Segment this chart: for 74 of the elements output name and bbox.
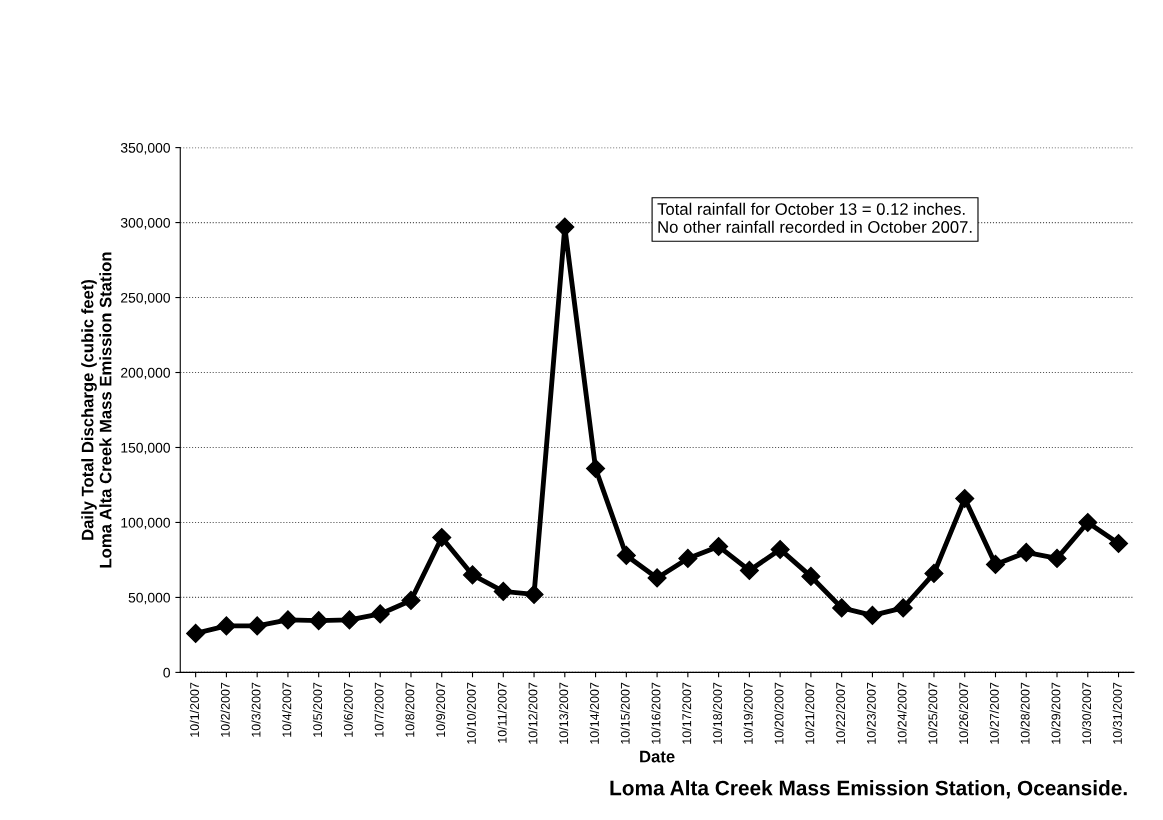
y-tick-label: 350,000: [120, 142, 170, 155]
x-tick-label: 10/13/2007: [558, 682, 569, 744]
x-tick-label: 10/12/2007: [528, 682, 538, 744]
point: [247, 616, 267, 636]
x-tick-label: 10/2/2007: [220, 682, 230, 737]
x-tick-label: 10/18/2007: [712, 682, 722, 744]
x-tick-label: 10/23/2007: [866, 682, 876, 744]
x-tick-label: 10/15/2007: [620, 682, 630, 744]
y-axis-title: Daily Total Discharge (cubic feet) Loma Alta Creek Mass Emission Station: [81, 252, 112, 568]
text: Loma Alta Creek Mass Emission Station, Oceanside.: [610, 780, 1127, 799]
y-tick-label: 150,000: [121, 442, 170, 455]
point: [1047, 548, 1067, 568]
point: [678, 548, 698, 568]
point: [586, 458, 606, 479]
y-tick-label: 50,000: [128, 592, 170, 605]
point: [186, 623, 206, 643]
x-tick-label: 10/11/2007: [497, 682, 507, 743]
point: [985, 554, 1006, 574]
annotation: Total rainfall for October 13 = 0.12 inches. No other rainfall recorded in October 2007.: [657, 202, 972, 233]
x-tick-label: 10/6/2007: [343, 682, 353, 737]
point: [309, 611, 329, 631]
x-tick-label: 10/1/2007: [189, 682, 199, 737]
x-tick-label: 10/17/2007: [682, 682, 692, 744]
x-tick-label: 10/28/2007: [1020, 682, 1030, 744]
point: [278, 610, 298, 630]
y-tick-label: 100,000: [121, 517, 170, 530]
x-tick-label: 10/25/2007: [928, 682, 938, 744]
y-tick-label: 200,000: [121, 367, 170, 380]
x-tick-label: 10/10/2007: [466, 682, 476, 744]
point: [770, 539, 790, 559]
x-tick-label: 10/5/2007: [312, 682, 323, 737]
point: [432, 527, 452, 547]
point: [893, 598, 913, 618]
y-tick-label: 300,000: [120, 217, 170, 230]
x-tick-label: 10/29/2007: [1051, 682, 1061, 744]
point: [862, 605, 882, 625]
point: [493, 581, 513, 601]
x-tick-label: 10/8/2007: [405, 682, 415, 737]
point: [955, 488, 975, 509]
point: [555, 217, 575, 237]
point: [924, 563, 944, 583]
x-tick-label: 10/19/2007: [743, 682, 753, 744]
point: [370, 604, 390, 624]
point: [401, 590, 421, 610]
x-tick-label: 10/14/2007: [589, 682, 599, 744]
x-tick-label: 10/24/2007: [897, 682, 907, 744]
x-tick-label: 10/30/2007: [1081, 682, 1092, 744]
x-tick-label: 10/31/2007: [1112, 682, 1122, 744]
y-tick-label: 0: [163, 667, 170, 678]
point: [462, 565, 483, 585]
point: [216, 616, 236, 636]
point: [616, 545, 636, 565]
x-tick-label: 10/9/2007: [435, 682, 446, 737]
point: [524, 584, 544, 604]
x-tick-label: 10/3/2007: [251, 682, 261, 737]
x-tick-label: 10/20/2007: [774, 682, 784, 744]
y-tick-label: 250,000: [121, 292, 170, 305]
point: [1109, 533, 1129, 553]
point: [339, 610, 359, 630]
point: [647, 568, 667, 588]
x-tick-label: 10/16/2007: [651, 682, 661, 744]
point: [709, 536, 729, 556]
x-axis-title: Date: [640, 750, 675, 763]
point: [739, 560, 759, 580]
point: [1016, 542, 1036, 562]
x-tick-label: 10/22/2007: [835, 682, 846, 744]
x-tick-label: 10/4/2007: [282, 682, 292, 737]
x-tick-label: 10/21/2007: [805, 682, 815, 744]
x-tick-label: 10/27/2007: [989, 682, 999, 744]
x-tick-label: 10/26/2007: [958, 682, 969, 744]
point: [832, 598, 852, 618]
point: [801, 566, 821, 586]
point: [1078, 512, 1098, 532]
x-tick-label: 10/7/2007: [374, 682, 384, 737]
